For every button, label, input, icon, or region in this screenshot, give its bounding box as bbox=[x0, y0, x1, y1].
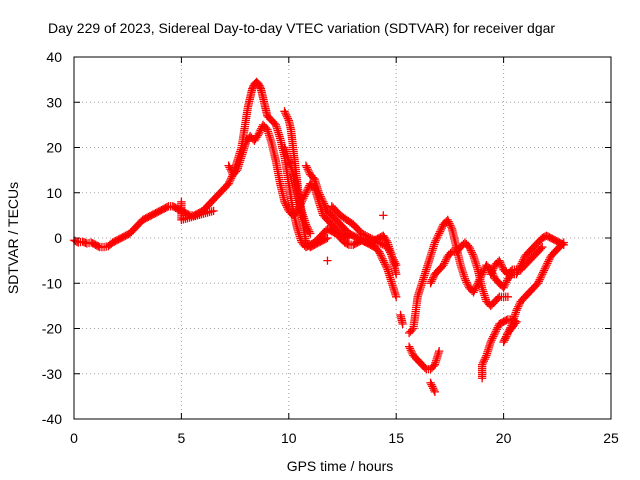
data-point bbox=[343, 239, 352, 249]
data-point bbox=[379, 211, 388, 220]
data-point bbox=[321, 234, 331, 243]
series-4 bbox=[280, 143, 315, 238]
series-10 bbox=[426, 378, 440, 396]
y-tick-label: 40 bbox=[46, 49, 62, 65]
data-point bbox=[256, 83, 265, 92]
data-point bbox=[493, 294, 503, 303]
data-point bbox=[323, 233, 332, 243]
series-7 bbox=[177, 197, 407, 329]
y-tick-label: 0 bbox=[54, 230, 62, 246]
data-point bbox=[503, 292, 513, 301]
data-point bbox=[360, 237, 369, 246]
x-tick-label: 0 bbox=[70, 430, 78, 446]
data-point bbox=[506, 267, 515, 276]
data-point bbox=[255, 81, 264, 90]
data-point bbox=[286, 159, 295, 169]
data-point bbox=[420, 363, 429, 372]
data-point bbox=[538, 242, 547, 252]
y-tick-label: -10 bbox=[42, 275, 62, 291]
data-point bbox=[306, 229, 315, 238]
y-tick-label: 20 bbox=[46, 140, 62, 156]
data-point bbox=[559, 238, 568, 247]
y-tick-label: 10 bbox=[46, 185, 62, 201]
axes: 0 5 10 15 20 25 40 30 20 10 0 -10 -20 -30 -40 bbox=[42, 49, 619, 446]
series-8 bbox=[404, 215, 568, 338]
data-point bbox=[392, 270, 401, 279]
y-axis-label: SDTVAR / TECUs bbox=[5, 182, 21, 294]
series-13 bbox=[486, 242, 547, 279]
data-point bbox=[284, 156, 293, 166]
x-tick-label: 25 bbox=[603, 430, 619, 446]
data-point bbox=[94, 242, 103, 251]
chart-title: Day 229 of 2023, Sidereal Day-to-day VTE… bbox=[48, 20, 555, 36]
series-2 bbox=[224, 120, 354, 243]
x-tick-label: 20 bbox=[496, 430, 512, 446]
series-9 bbox=[404, 342, 444, 374]
x-tick-label: 5 bbox=[178, 430, 186, 446]
data-point bbox=[162, 202, 172, 212]
data-point bbox=[209, 206, 218, 215]
data-point bbox=[536, 244, 545, 253]
data-point bbox=[392, 292, 401, 301]
data-point bbox=[446, 248, 455, 258]
x-tick-label: 15 bbox=[388, 430, 404, 446]
data-point bbox=[248, 84, 257, 93]
series-1 bbox=[69, 77, 401, 301]
x-tick-label: 10 bbox=[281, 430, 297, 446]
y-tick-label: -20 bbox=[42, 321, 62, 337]
data-point bbox=[435, 346, 444, 356]
x-axis-label: GPS time / hours bbox=[287, 458, 394, 474]
series-12 bbox=[477, 238, 568, 383]
plot-frame bbox=[73, 56, 612, 420]
series-11 bbox=[426, 238, 513, 311]
data-point bbox=[285, 158, 294, 167]
data-point bbox=[392, 261, 401, 270]
data-point bbox=[558, 239, 567, 249]
data-point bbox=[398, 319, 407, 329]
data-point bbox=[323, 256, 332, 265]
y-tick-label: 30 bbox=[46, 94, 62, 110]
data-series bbox=[69, 77, 568, 396]
y-tick-label: -40 bbox=[42, 411, 62, 427]
series-6 bbox=[327, 202, 401, 270]
data-point bbox=[502, 316, 511, 325]
y-tick-label: -30 bbox=[42, 366, 62, 382]
data-point bbox=[254, 80, 263, 89]
data-point bbox=[426, 378, 435, 387]
